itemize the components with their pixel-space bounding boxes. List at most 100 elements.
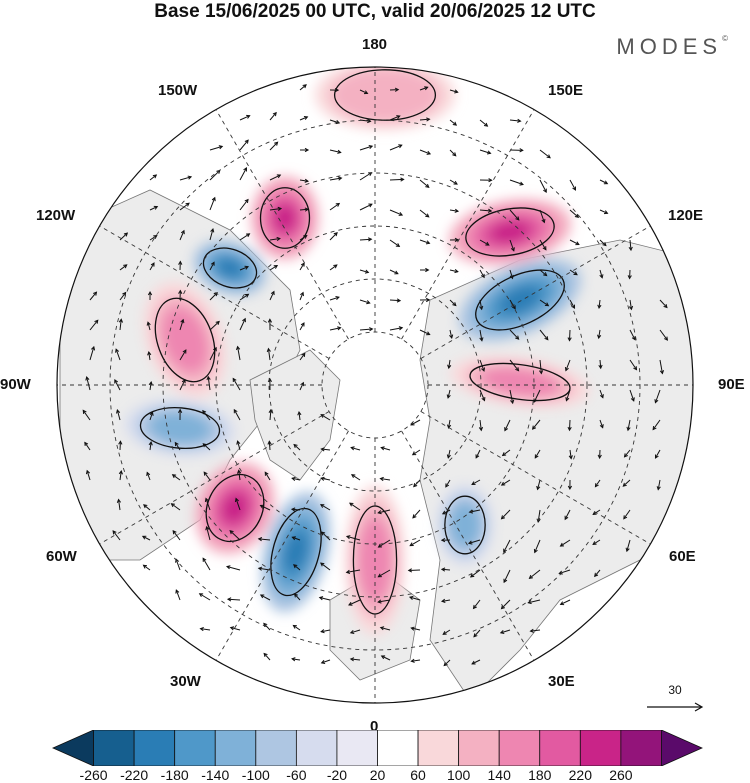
wind-arrow: [652, 419, 661, 431]
colorbar-swatch: [579, 730, 622, 766]
wind-arrow: [539, 239, 547, 251]
wind-arrow: [569, 239, 580, 246]
wind-arrow: [146, 471, 151, 481]
reference-vector: 30: [645, 683, 705, 718]
lon-label-120w: 120W: [36, 207, 76, 224]
wind-arrow: [559, 539, 571, 547]
wind-arrow: [473, 629, 481, 638]
colorbar: [52, 730, 703, 766]
wind-arrow: [239, 198, 249, 211]
wind-arrow: [419, 179, 430, 188]
colorbar-swatch: [255, 730, 297, 766]
wind-arrow: [377, 509, 391, 515]
contour-ring: [154, 297, 216, 383]
lon-label-0: 0: [370, 718, 379, 735]
wind-arrow: [594, 479, 601, 488]
wind-arrow: [149, 411, 154, 421]
wind-arrow: [509, 299, 516, 310]
wind-arrow: [449, 89, 459, 94]
wind-arrow: [592, 539, 601, 545]
wind-arrow: [350, 446, 361, 451]
contour-ring: [270, 507, 322, 597]
wind-arrow: [345, 535, 361, 541]
wind-arrow: [177, 408, 183, 421]
lon-label-60w: 60W: [46, 548, 77, 565]
wind-arrow: [659, 329, 669, 341]
wind-arrow: [389, 144, 403, 151]
wind-arrow: [567, 329, 572, 342]
lon-label-150w: 150W: [158, 82, 198, 99]
wind-arrow: [659, 359, 665, 375]
wind-arrow: [623, 449, 631, 458]
wind-arrow: [504, 419, 511, 432]
wind-arrow: [509, 389, 515, 405]
anomaly-blob: [161, 307, 209, 373]
wind-arrow: [345, 569, 361, 574]
wind-arrow: [539, 329, 549, 341]
wind-arrow: [299, 291, 304, 301]
wind-arrow: [443, 659, 451, 667]
wind-arrow: [209, 196, 216, 211]
colorbar-tick-label: 220: [568, 767, 592, 783]
wind-arrow: [479, 149, 492, 155]
wind-arrow: [202, 443, 211, 451]
anomaly-blob: [149, 412, 211, 444]
wind-arrow: [299, 352, 306, 361]
wind-arrow: [389, 177, 405, 182]
anomaly-blob: [330, 67, 440, 123]
wind-arrow: [199, 626, 211, 632]
wind-arrow: [440, 538, 451, 543]
wind-arrow: [419, 267, 430, 273]
wind-arrow: [179, 202, 190, 211]
wind-arrow: [446, 389, 451, 399]
wind-arrow: [359, 203, 373, 211]
wind-arrow: [299, 207, 310, 212]
wind-arrow: [539, 269, 548, 277]
anomaly-blob: [489, 220, 531, 244]
wind-arrow: [112, 530, 121, 541]
brand-text: MODES: [616, 34, 723, 59]
wind-arrow: [479, 389, 486, 402]
wind-arrow: [599, 389, 604, 399]
colorbar-tick-label: -100: [241, 767, 270, 783]
wind-arrow: [509, 148, 524, 153]
wind-arrow: [203, 471, 211, 481]
colorbar-swatch: [620, 730, 662, 766]
wind-arrow: [478, 419, 484, 432]
wind-arrow: [329, 149, 342, 154]
wind-arrow: [379, 626, 391, 631]
wind-arrow: [349, 657, 361, 662]
wind-arrow: [467, 539, 481, 545]
wind-arrow: [329, 232, 338, 241]
wind-arrow: [209, 228, 215, 241]
wind-arrow: [292, 624, 301, 631]
anomaly-blob: [273, 203, 297, 233]
wind-arrow: [449, 208, 460, 213]
colorbar-tick-label: -60: [286, 767, 307, 783]
colorbar-tick-label: 140: [487, 767, 511, 783]
colorbar-swatch: [498, 730, 541, 766]
anomaly-field: [125, 67, 590, 635]
wind-arrow: [329, 87, 340, 93]
anomaly-blob: [499, 285, 541, 315]
wind-arrow: [567, 419, 572, 432]
wind-arrow: [266, 347, 271, 361]
wind-arrow: [229, 530, 241, 541]
wind-arrow: [229, 626, 241, 631]
wind-arrow: [565, 389, 571, 402]
wind-arrow: [479, 329, 484, 342]
contour-ring: [475, 269, 565, 331]
colorbar-tick-label: 260: [609, 767, 633, 783]
wind-arrow: [533, 389, 541, 403]
wind-arrow: [290, 507, 301, 512]
land-greenland: [249, 349, 341, 481]
wind-arrow: [599, 419, 604, 429]
wind-arrow: [119, 264, 128, 271]
colorbar-swatch: [52, 730, 94, 766]
contour-ring: [259, 187, 311, 249]
wind-arrow: [329, 176, 343, 181]
wind-arrow: [407, 568, 421, 573]
wind-arrow: [558, 569, 571, 575]
wind-arrow: [509, 359, 520, 372]
map-border: [56, 66, 694, 704]
